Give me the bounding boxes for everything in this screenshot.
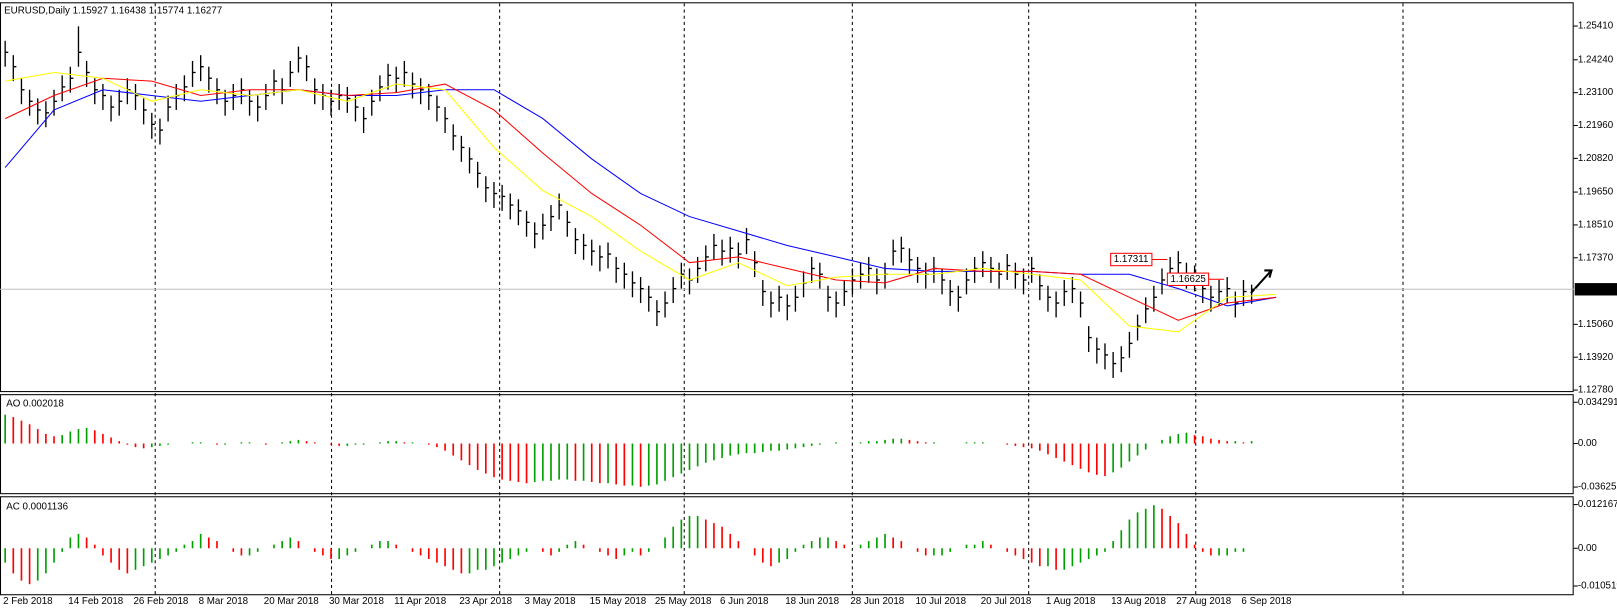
- price-label-box: [1110, 252, 1153, 267]
- chart-header: EURUSD,Daily 1.15927 1.16438 1.15774 1.1…: [4, 5, 222, 16]
- last-price-label: 1.16277: [1578, 284, 1613, 295]
- y-tick-label: 0.034291: [1578, 397, 1617, 408]
- y-tick-label: 1.23100: [1578, 87, 1614, 98]
- y-tick-label: 1.13920: [1578, 352, 1614, 363]
- y-tick-label: 1.12780: [1578, 385, 1614, 396]
- price-label: 1.16625: [1170, 274, 1206, 285]
- ao-title: AO: [6, 398, 21, 409]
- y-tick-label: -0.03625: [1578, 482, 1617, 493]
- x-tick-label: 25 May 2018: [655, 596, 712, 607]
- low: 1.15774: [149, 5, 185, 16]
- y-tick-label: 1.17370: [1578, 252, 1614, 263]
- plot-layer: 1.25410 1.24240 1.23100 1.21960 1.20820 1.196…: [0, 21, 1617, 607]
- ao-value: 0.002018: [23, 398, 64, 409]
- ao-header: AO 0.002018: [6, 398, 64, 409]
- y-tick-label: 1.18510: [1578, 220, 1614, 231]
- ma-line: [5, 71, 1277, 333]
- ma-line: [4, 77, 1277, 321]
- ac-header: AC 0.0001136: [6, 501, 68, 512]
- ao-panel: [0, 394, 1574, 495]
- y-tick-label: 1.25410: [1578, 21, 1614, 32]
- main-panel: [0, 2, 1574, 393]
- y-tick-label: 1.15060: [1578, 319, 1614, 330]
- x-tick-label: 23 Apr 2018: [459, 596, 512, 607]
- x-tick-label: 14 Feb 2018: [68, 596, 123, 607]
- symbol: EURUSD,Daily: [4, 5, 70, 16]
- x-tick-label: 6 Sep 2018: [1241, 596, 1292, 607]
- open: 1.15927: [73, 5, 108, 16]
- y-tick-label: 0.00: [1578, 543, 1598, 554]
- ac-value: 0.0001136: [23, 501, 69, 512]
- y-tick-label: 1.20820: [1578, 153, 1614, 164]
- x-tick-label: 10 Jul 2018: [916, 596, 967, 607]
- close: 1.16277: [187, 5, 222, 16]
- x-tick-label: 11 Apr 2018: [394, 596, 447, 607]
- x-tick-label: 26 Feb 2018: [133, 596, 188, 607]
- x-tick-label: 1 Aug 2018: [1046, 596, 1096, 607]
- y-tick-label: 1.21960: [1578, 120, 1614, 131]
- price-label: 1.17311: [1114, 254, 1149, 265]
- ac-panel: [0, 496, 1574, 596]
- y-tick-label: -0.010519: [1578, 581, 1617, 592]
- high: 1.16438: [111, 5, 147, 16]
- y-tick-label: 0.012167: [1578, 499, 1617, 510]
- panel-frames: [0, 2, 1574, 596]
- x-tick-label: 27 Aug 2018: [1176, 596, 1231, 607]
- last-price-box: [1574, 283, 1617, 296]
- y-tick-label: 0.00: [1578, 438, 1598, 449]
- price-label-box: [1166, 272, 1210, 286]
- x-tick-label: 13 Aug 2018: [1111, 596, 1166, 607]
- x-tick-label: 20 Jul 2018: [981, 596, 1032, 607]
- x-tick-label: 15 May 2018: [590, 596, 647, 607]
- y-tick-label: 1.19650: [1578, 187, 1614, 198]
- x-tick-label: 2 Feb 2018: [3, 596, 53, 607]
- x-tick-label: 30 Mar 2018: [329, 596, 384, 607]
- y-tick-label: 1.24240: [1578, 54, 1614, 65]
- x-tick-label: 3 May 2018: [524, 596, 576, 607]
- x-tick-label: 8 Mar 2018: [199, 596, 249, 607]
- x-tick-label: 6 Jun 2018: [720, 596, 769, 607]
- ac-title: AC: [6, 501, 20, 512]
- x-tick-label: 20 Mar 2018: [264, 596, 319, 607]
- x-tick-label: 28 Jun 2018: [850, 596, 904, 607]
- x-tick-label: 18 Jun 2018: [785, 596, 839, 607]
